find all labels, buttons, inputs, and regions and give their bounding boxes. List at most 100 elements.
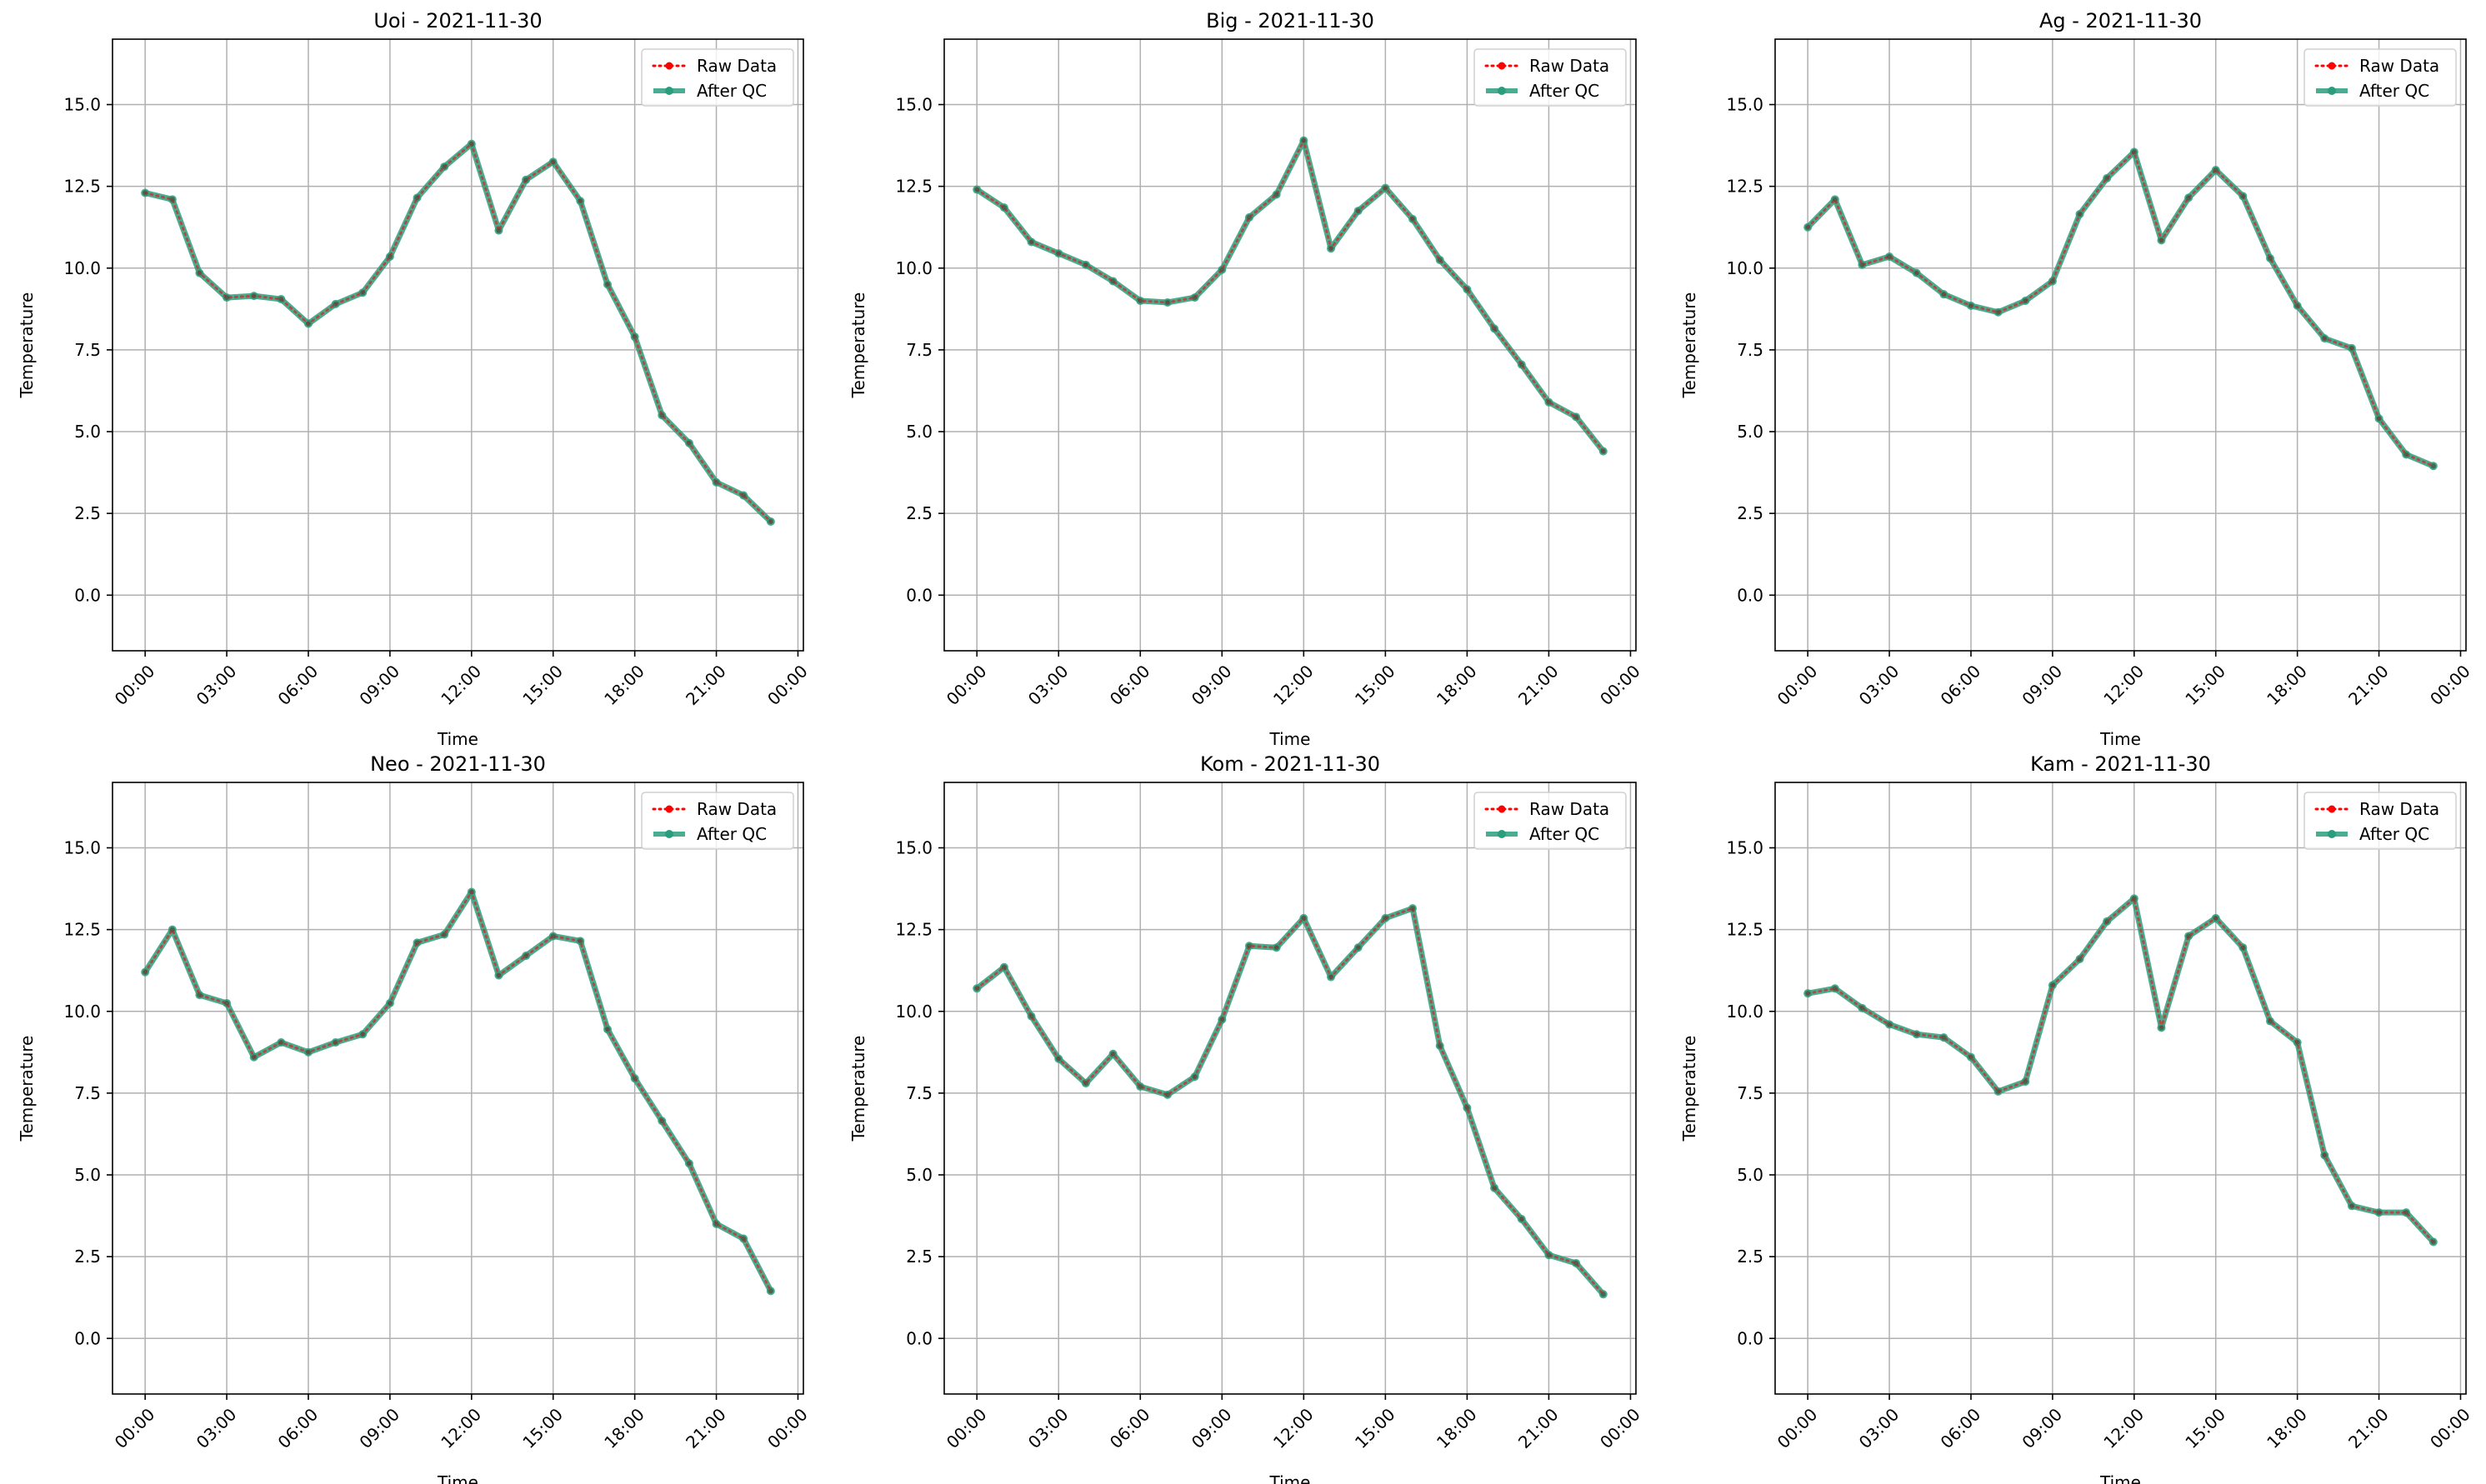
raw-data-point [333,1040,338,1046]
legend: Raw Data After QC [2303,792,2457,850]
raw-data-point [2240,193,2246,199]
raw-data-point [1518,362,1524,367]
y-tick-label: 15.0 [895,838,933,858]
raw-data-point [197,270,203,276]
raw-data-point [2376,416,2382,422]
x-tick-label: 00:00 [111,1404,159,1452]
raw-data-point [1383,185,1388,191]
x-tick-label: 06:00 [1106,1404,1154,1452]
y-tick-label: 5.0 [906,1165,933,1185]
y-tick-label: 2.5 [1737,503,1763,523]
raw-data-point [1913,270,1919,276]
x-tick-label: 21:00 [1514,1404,1563,1452]
x-tick-label: 00:00 [943,1404,991,1452]
after-qc-line [973,137,1607,455]
x-tick-label: 06:00 [1937,1404,1985,1452]
raw-data-point [2104,175,2110,181]
legend-raw-label: Raw Data [697,799,777,819]
raw-data-point [2403,1210,2409,1216]
after-qc-line [973,905,1607,1297]
x-tick-label: 12:00 [437,661,485,709]
raw-data-point [2023,298,2028,304]
raw-data-point [1464,1105,1470,1111]
y-tick-label: 2.5 [906,1247,933,1267]
x-tick-label: 21:00 [1514,661,1563,709]
y-axis-label: Temperature [1679,1036,1699,1142]
raw-data-point [550,159,556,165]
raw-data-point [496,972,502,978]
x-tick-label: 12:00 [2099,661,2148,709]
raw-data-point [605,1027,611,1032]
raw-data-point [659,1118,665,1124]
y-tick-label: 0.0 [1737,585,1763,605]
raw-data-point [2348,1203,2354,1209]
y-tick-label: 15.0 [63,838,101,858]
y-tick-label: 12.5 [1726,177,1763,197]
y-tick-label: 12.5 [63,177,101,197]
y-axis-label: Temperature [848,1036,868,1142]
x-tick-label: 09:00 [1188,1404,1236,1452]
y-tick-label: 5.0 [74,422,101,442]
raw-data-point [278,297,284,302]
raw-data-point [224,1000,230,1006]
legend-qc-marker [665,87,673,95]
raw-data-point [550,933,556,939]
legend-raw-label: Raw Data [2359,56,2439,76]
x-tick-label: 15:00 [1351,1404,1399,1452]
raw-data-point [2186,195,2192,201]
raw-data-point [143,190,148,196]
raw-data-point [1941,292,1947,297]
x-tick-label: 09:00 [2018,661,2066,709]
y-axis-label: Temperature [1679,292,1699,399]
x-axis-label: Time [1269,729,1311,749]
x-axis-label: Time [2099,1472,2141,1484]
raw-data-point [768,1288,773,1294]
y-tick-label: 0.0 [74,1328,101,1348]
raw-data-line [143,889,773,1292]
raw-data-point [251,1054,257,1060]
raw-data-point [1192,295,1198,301]
y-tick-label: 10.0 [895,258,933,278]
raw-data-point [305,1049,311,1055]
raw-data-point [741,492,747,498]
raw-data-point [1995,1088,2001,1094]
raw-data-point [143,969,148,975]
raw-data-point [1832,986,1838,992]
raw-data-line [975,907,1605,1296]
raw-data-point [496,227,502,233]
chart-title: Kam - 2021-11-30 [2030,752,2211,776]
chart-panel: 0.0 2.5 5.0 7.5 10.0 12.5 15.0 00:00 03:00 06:00 0… [1679,752,2474,1484]
raw-data-point [686,440,692,446]
raw-data-point [1492,1185,1498,1191]
x-tick-label: 12:00 [1269,1404,1318,1452]
raw-data-point [169,197,175,202]
raw-data-point [2403,452,2409,457]
raw-data-point [1410,906,1416,912]
raw-data-point [1464,287,1470,292]
y-tick-label: 2.5 [74,1247,101,1267]
legend-qc-marker [665,830,673,838]
raw-data-point [468,141,474,147]
chart-panel: 0.0 2.5 5.0 7.5 10.0 12.5 15.0 00:00 03:00 06:00 0… [1679,9,2474,749]
y-tick-label: 10.0 [895,1002,933,1022]
x-tick-label: 03:00 [1855,1404,1903,1452]
raw-data-point [333,301,338,307]
raw-data-point [2268,255,2273,261]
raw-data-point [1301,915,1307,921]
y-tick-label: 7.5 [74,1083,101,1103]
axes-frame [943,782,1637,1395]
x-tick-label: 03:00 [1024,661,1073,709]
raw-data-point [278,1040,284,1046]
y-tick-label: 0.0 [906,1328,933,1348]
legend-qc-label: After QC [2359,81,2429,101]
legend-qc-marker [2328,830,2336,838]
raw-data-point [1600,1292,1606,1297]
legend-qc-label: After QC [2359,824,2429,844]
legend-qc-marker [1498,830,1506,838]
raw-data-point [1492,326,1498,332]
y-tick-label: 10.0 [63,258,101,278]
chart-panel: 0.0 2.5 5.0 7.5 10.0 12.5 15.0 00:00 03:00 06:00 0… [17,9,812,749]
y-tick-label: 15.0 [1726,95,1763,115]
x-tick-label: 12:00 [2099,1404,2148,1452]
raw-data-point [1001,205,1007,211]
